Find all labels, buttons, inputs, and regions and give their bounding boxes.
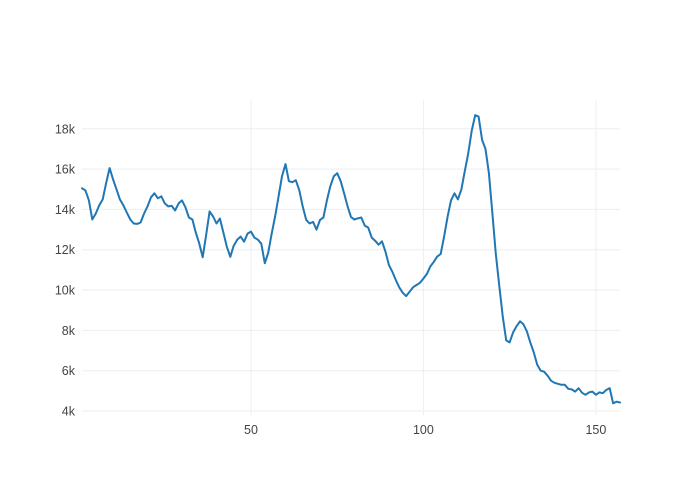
y-tick-label: 8k [62,324,76,338]
x-tick-label: 50 [244,423,258,437]
line-series[interactable] [81,114,621,405]
y-tick-label: 18k [55,122,76,136]
y-tick-label: 4k [62,405,76,419]
x-tick-label: 100 [413,423,434,437]
y-tick-label: 10k [55,284,76,298]
gridlines [82,100,620,415]
plot-area[interactable] [82,100,620,415]
y-tick-label: 12k [55,243,76,257]
x-axis-tick-labels: 50 100 150 [244,423,606,437]
y-tick-label: 16k [55,163,76,177]
y-axis-tick-labels: 4k 6k 8k 10k 12k 14k 16k 18k [55,122,76,418]
y-tick-label: 6k [62,364,76,378]
y-tick-label: 14k [55,203,76,217]
x-tick-label: 150 [585,423,606,437]
